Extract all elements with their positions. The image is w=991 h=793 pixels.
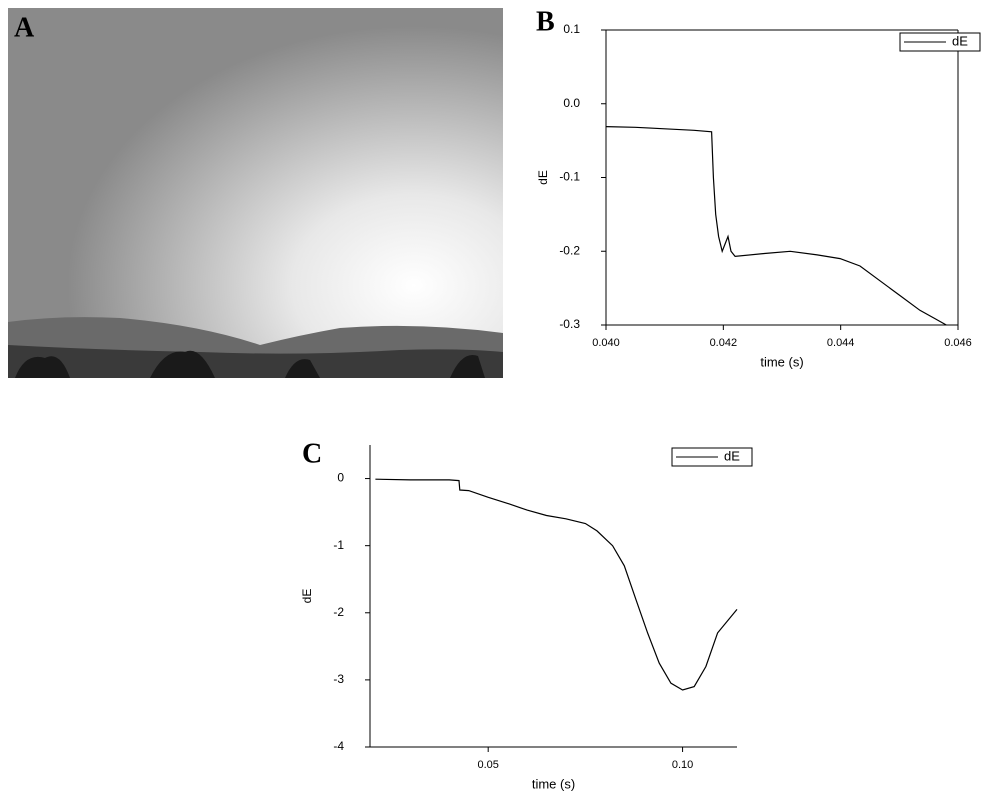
y-tick-label: 0.1 [563, 22, 580, 36]
x-tick-label: 0.05 [477, 759, 498, 771]
x-axis-label: time (s) [532, 776, 575, 791]
y-tick-label: -3 [333, 672, 344, 686]
panel-label: C [302, 438, 322, 469]
y-tick-label: 0.0 [563, 96, 580, 110]
x-tick-label: 0.040 [592, 337, 620, 349]
y-tick-label: -4 [333, 739, 344, 753]
y-tick-label: -0.1 [559, 170, 580, 184]
y-tick-label: -0.3 [559, 317, 580, 331]
legend-label: dE [952, 33, 968, 48]
y-tick-label: -1 [333, 538, 344, 552]
y-tick-label: 0 [337, 471, 344, 485]
photo [8, 8, 503, 378]
data-line [375, 478, 738, 691]
y-tick-label: -2 [333, 605, 344, 619]
legend-label: dE [724, 448, 740, 463]
x-tick-label: 0.042 [710, 337, 738, 349]
y-tick-label: -0.2 [559, 243, 580, 257]
x-tick-label: 0.044 [827, 337, 855, 349]
x-tick-label: 0.046 [944, 337, 972, 349]
y-axis-label: dE [300, 589, 314, 604]
data-line [605, 126, 947, 326]
y-axis-label: dE [536, 170, 550, 185]
panel-label: A [14, 12, 35, 43]
x-axis-label: time (s) [760, 354, 803, 369]
panel-label: B [536, 6, 555, 37]
x-tick-label: 0.10 [672, 759, 693, 771]
